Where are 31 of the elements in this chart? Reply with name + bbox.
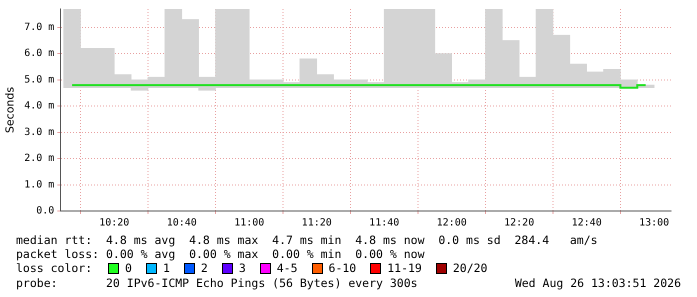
text: probe: 20 IPv6-ICMP Echo Pings (56 Bytes) every 300s: [16, 276, 418, 290]
y-tick-label: 4.0 m: [24, 100, 54, 112]
y-tick-label: 3.0 m: [24, 126, 54, 138]
x-tick-label: 10:20: [99, 218, 130, 229]
x-tick-label: 12:40: [572, 218, 602, 229]
text: 20/20: [452, 261, 488, 275]
y-tick-label: 7.0 m: [24, 22, 54, 33]
text: 1: [162, 261, 170, 275]
text: 4-5: [276, 261, 298, 275]
text: loss color:: [16, 261, 92, 275]
text: 11-19: [387, 261, 422, 275]
text: 6-10: [328, 261, 356, 275]
x-tick-label: 11:40: [369, 218, 400, 229]
y-tick-label: 5.0 m: [24, 74, 54, 86]
text: 3: [238, 261, 246, 275]
text: median rtt: 4.8 ms avg 4.8 ms max 4.7 ms min 4.8 ms now 0.0 ms sd 284.4 am/s: [16, 233, 598, 247]
x-tick-label: 11:20: [302, 218, 332, 229]
y-tick-label: 1.0 m: [24, 179, 54, 190]
x-tick-label: 12:00: [436, 218, 467, 229]
text: 2: [200, 261, 208, 275]
text: 0: [125, 261, 132, 275]
x-tick-label: 12:20: [504, 218, 534, 229]
x-tick-label: 11:00: [234, 218, 264, 229]
y-tick-label: 6.0 m: [24, 48, 54, 60]
text: Wed Aug 26 13:03:51 2026: [514, 276, 681, 290]
text: packet loss: 0.00 % avg 0.00 % max 0.00 % min 0.00 % now: [16, 247, 424, 261]
y-axis-title: Seconds: [3, 86, 16, 134]
x-tick-label: 13:00: [639, 218, 670, 229]
y-tick-label: 2.0 m: [24, 153, 54, 164]
y-tick-label: 0.0: [36, 206, 54, 217]
x-tick-label: 10:40: [166, 218, 197, 229]
